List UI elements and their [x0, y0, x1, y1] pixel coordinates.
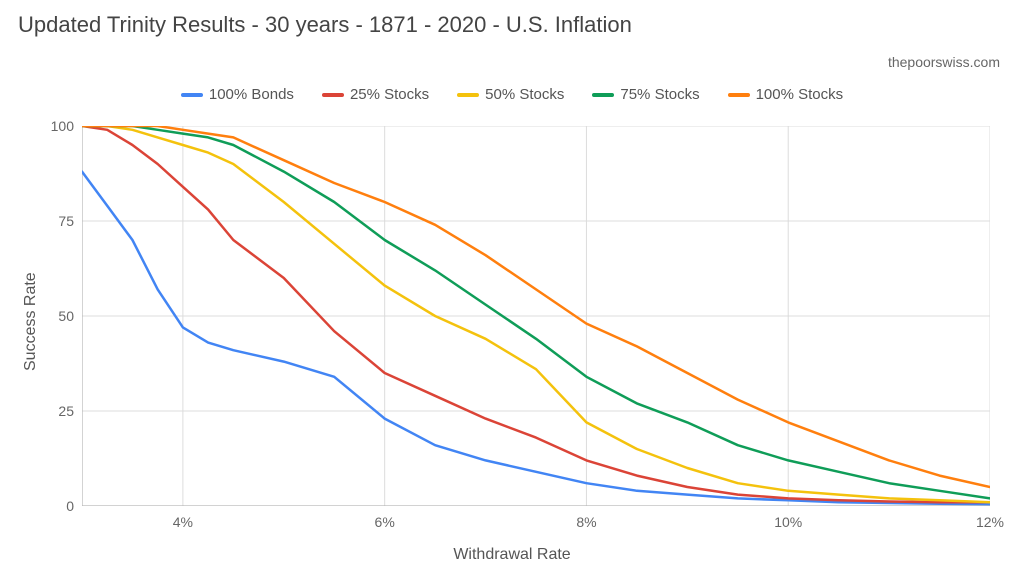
attribution-text: thepoorswiss.com: [888, 54, 1000, 70]
legend-item: 25% Stocks: [322, 86, 429, 103]
legend-swatch: [181, 93, 203, 97]
legend-swatch: [322, 93, 344, 97]
legend-label: 100% Bonds: [209, 86, 294, 103]
series-line: [82, 126, 990, 498]
legend-label: 25% Stocks: [350, 86, 429, 103]
chart-plot-area: [82, 126, 990, 506]
y-tick-label: 100: [51, 118, 74, 134]
y-tick-label: 50: [58, 308, 74, 324]
y-axis-label: Success Rate: [22, 272, 40, 371]
x-tick-label: 4%: [163, 514, 203, 530]
legend-item: 50% Stocks: [457, 86, 564, 103]
legend-label: 50% Stocks: [485, 86, 564, 103]
legend-swatch: [592, 93, 614, 97]
legend: 100% Bonds 25% Stocks 50% Stocks 75% Stocks…: [0, 86, 1024, 103]
legend-label: 100% Stocks: [756, 86, 844, 103]
legend-swatch: [457, 93, 479, 97]
y-tick-label: 25: [58, 403, 74, 419]
x-axis-label: Withdrawal Rate: [0, 546, 1024, 564]
x-tick-label: 8%: [566, 514, 606, 530]
x-tick-label: 10%: [768, 514, 808, 530]
x-tick-label: 12%: [970, 514, 1010, 530]
y-tick-label: 75: [58, 213, 74, 229]
y-tick-label: 0: [66, 498, 74, 514]
series-line: [82, 126, 990, 487]
legend-item: 100% Bonds: [181, 86, 294, 103]
chart-title: Updated Trinity Results - 30 years - 187…: [18, 12, 632, 38]
x-tick-label: 6%: [365, 514, 405, 530]
legend-item: 100% Stocks: [728, 86, 844, 103]
legend-label: 75% Stocks: [620, 86, 699, 103]
legend-item: 75% Stocks: [592, 86, 699, 103]
legend-swatch: [728, 93, 750, 97]
